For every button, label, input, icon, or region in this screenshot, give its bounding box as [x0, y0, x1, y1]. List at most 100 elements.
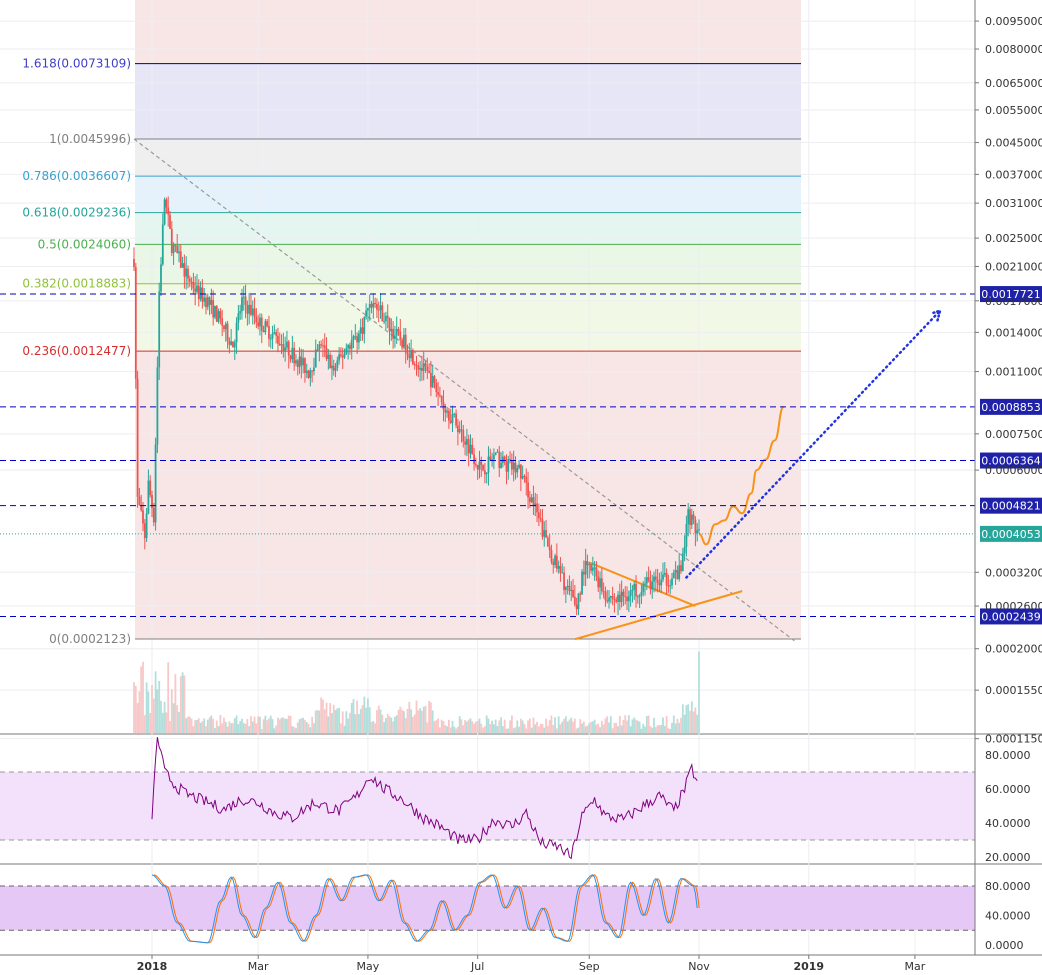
candle-body	[579, 593, 582, 595]
volume-bar	[698, 651, 700, 733]
volume-bar	[172, 703, 175, 733]
candle-body	[230, 341, 233, 345]
price-tick-label-13: 0.0006000	[985, 464, 1042, 477]
candle-body	[259, 317, 261, 327]
candle-body	[341, 355, 344, 358]
candle-body	[140, 504, 143, 511]
volume-bar	[509, 720, 511, 733]
fibonacci-retracement[interactable]: 1.618(0.0073109) 1(0.0045996) 0.786(0.0036…	[22, 57, 801, 646]
volume-bar	[338, 707, 341, 733]
volume-bar	[485, 715, 488, 733]
volume-bar	[412, 716, 414, 733]
volume-bar	[460, 719, 463, 733]
level-badge-text-2: 0.0006364	[981, 455, 1041, 468]
volume-bar	[395, 715, 398, 733]
candle-body	[528, 497, 531, 502]
candle-body	[604, 591, 607, 601]
volume-bar	[363, 696, 366, 733]
volume-bar	[491, 720, 493, 733]
price-tick-label-9: 0.0017000	[985, 295, 1042, 308]
candle-body	[322, 345, 324, 347]
volume-bar	[636, 720, 639, 733]
triangle-upper-line	[588, 561, 696, 607]
candle-body	[178, 251, 180, 254]
candle-body	[255, 316, 258, 323]
candle-body	[602, 591, 605, 593]
volume-bar	[334, 710, 337, 733]
candle-body	[548, 546, 551, 551]
candle-body	[469, 444, 472, 454]
candle-body	[239, 311, 242, 314]
candle-body	[187, 268, 189, 279]
candle-body	[698, 529, 700, 531]
candle-body	[217, 311, 220, 322]
volume-bar	[201, 721, 204, 733]
volume-bar	[649, 726, 652, 733]
volume-bar	[503, 719, 506, 733]
candle-body	[214, 306, 216, 318]
volume-bar	[210, 715, 213, 733]
volume-bar	[590, 721, 592, 733]
candle-body	[388, 317, 391, 332]
candle-body	[136, 378, 139, 497]
volume-bar	[498, 720, 501, 733]
candle-body	[631, 589, 634, 591]
candle-body	[327, 354, 330, 359]
time-tick-label-0: 2018	[137, 960, 168, 973]
volume-bar	[352, 699, 355, 733]
volume-bar	[205, 726, 207, 733]
volume-bar	[233, 718, 236, 733]
volume-bar	[597, 723, 600, 733]
level-badge-text-3: 0.0004821	[981, 500, 1041, 513]
candle-body	[174, 245, 177, 247]
volume-bar	[518, 726, 520, 733]
volume-bar	[453, 726, 456, 733]
stochastic-panel	[0, 874, 975, 944]
volume-bar	[304, 719, 306, 733]
volume-bar	[320, 697, 323, 733]
volume-bar	[444, 725, 447, 733]
volume-bar	[187, 716, 189, 733]
price-tick-label-11: 0.0011000	[985, 366, 1042, 379]
candle-body	[487, 456, 490, 473]
candle-body	[145, 513, 148, 539]
volume-bar	[358, 714, 360, 733]
candle-body	[143, 523, 146, 539]
candle-body	[692, 514, 695, 520]
volume-bar	[359, 708, 362, 733]
volume-bar	[645, 716, 648, 733]
candle-body	[681, 553, 684, 572]
volume-bar	[640, 728, 643, 733]
candle-body	[422, 363, 425, 371]
volume-bar	[662, 717, 664, 733]
candle-body	[442, 402, 445, 410]
candle-body	[332, 365, 335, 371]
volume-bar	[329, 703, 332, 733]
candle-body	[419, 367, 422, 370]
volume-bar	[602, 724, 605, 733]
volume-bar	[327, 716, 330, 733]
current-price-text: 0.0004053	[981, 528, 1041, 541]
volume-bar	[309, 727, 312, 733]
volume-bar	[142, 661, 144, 733]
volume-bar	[561, 721, 564, 733]
candle-body	[170, 228, 173, 254]
fib-label-4: 0.5(0.0024060)	[38, 237, 131, 251]
candle-body	[561, 572, 564, 574]
volume-bar	[296, 722, 299, 733]
volume-bar	[161, 712, 164, 733]
candle-body	[492, 454, 495, 460]
horizontal-levels[interactable]: 0.0017721 0.0008853 0.0006364 0.0004821 0.00…	[0, 286, 1042, 625]
volume-bar	[257, 716, 260, 733]
candle-body	[501, 456, 504, 463]
volume-bar	[269, 715, 272, 733]
drawings[interactable]	[133, 138, 942, 642]
downtrend-line	[133, 138, 795, 642]
level-badge-0	[980, 286, 1042, 303]
volume-bar	[435, 720, 438, 733]
fib-zone-0	[135, 63, 801, 140]
volume-bar	[376, 709, 378, 733]
volume-bar	[577, 727, 580, 733]
candle-body	[591, 567, 594, 571]
